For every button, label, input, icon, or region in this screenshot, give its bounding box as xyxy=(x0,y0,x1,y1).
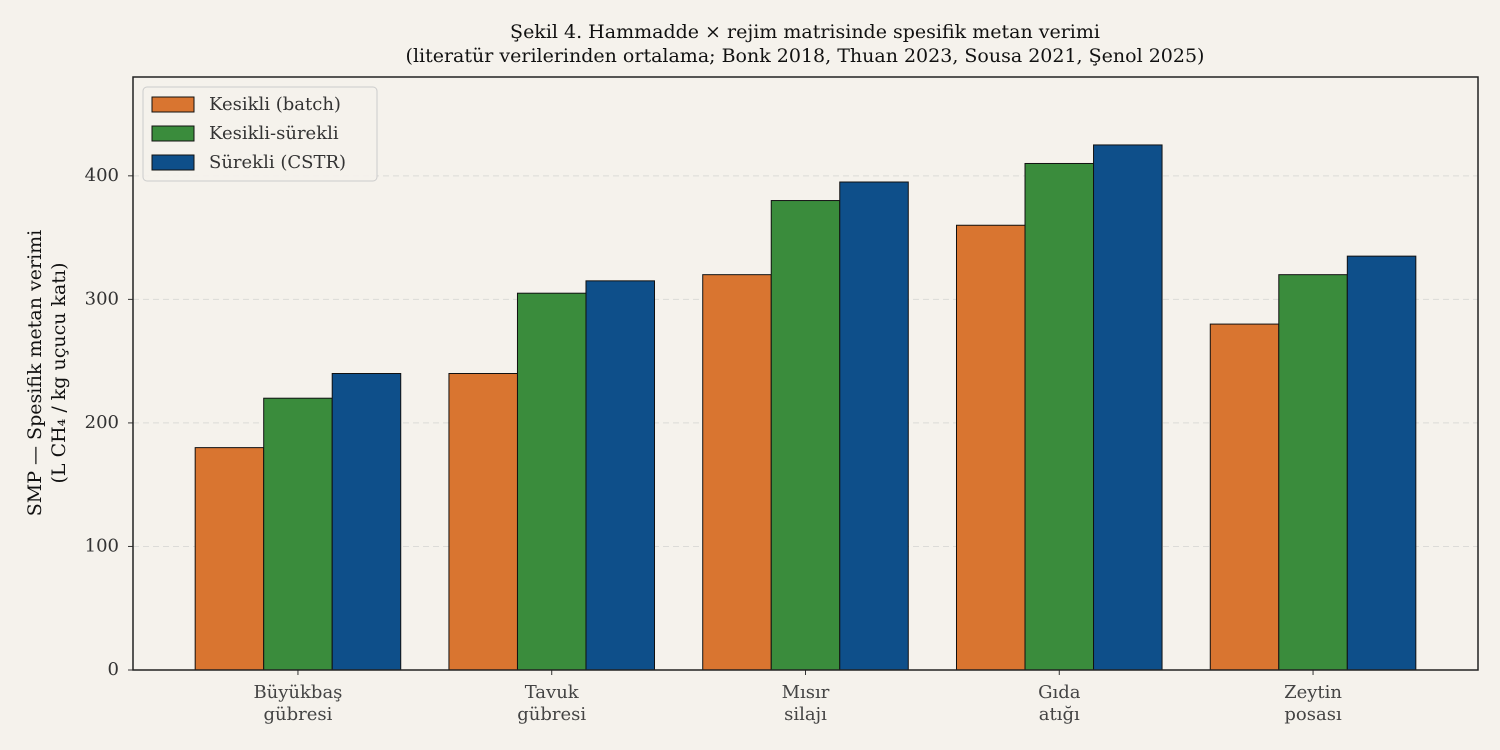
x-tick-label: Gıda atığı xyxy=(1038,682,1081,725)
legend-swatch xyxy=(151,154,195,171)
y-tick-label: 200 xyxy=(85,412,119,433)
bar xyxy=(194,447,265,671)
bar xyxy=(585,280,656,671)
y-axis-label: SMP — Spesifik metan verimi (L CH₄ / kg … xyxy=(24,229,70,517)
bar xyxy=(448,373,518,671)
bar xyxy=(263,397,333,671)
bar xyxy=(770,200,841,671)
x-tick-label: Tavuk gübresi xyxy=(517,682,587,725)
bar xyxy=(331,373,402,671)
legend-swatch xyxy=(151,96,195,113)
x-tick-label: Mısır silajı xyxy=(781,682,830,725)
bar xyxy=(1346,255,1417,671)
x-tick-label: Zeytin posası xyxy=(1284,682,1342,725)
y-tick-label: 400 xyxy=(85,165,119,186)
legend-swatch xyxy=(151,125,195,142)
y-tick-label: 100 xyxy=(85,535,119,556)
bar xyxy=(1278,274,1348,671)
bar xyxy=(1209,323,1280,671)
chart-title: Şekil 4. Hammadde × rejim matrisinde spe… xyxy=(405,21,1205,67)
legend-label: Kesikli (batch) xyxy=(209,94,341,115)
bar xyxy=(1024,162,1095,671)
bar xyxy=(839,181,909,671)
bar xyxy=(702,274,772,671)
legend-label: Kesikli-sürekli xyxy=(209,123,339,144)
legend-label: Sürekli (CSTR) xyxy=(209,152,346,173)
plot-frame xyxy=(132,76,1479,671)
legend-box xyxy=(142,86,378,182)
bar xyxy=(955,224,1026,671)
bar xyxy=(516,292,587,671)
x-tick-label: Büyükbaş gübresi xyxy=(253,682,343,725)
y-tick-label: 300 xyxy=(85,288,119,309)
bar xyxy=(1093,144,1163,671)
y-tick-label: 0 xyxy=(108,659,119,680)
